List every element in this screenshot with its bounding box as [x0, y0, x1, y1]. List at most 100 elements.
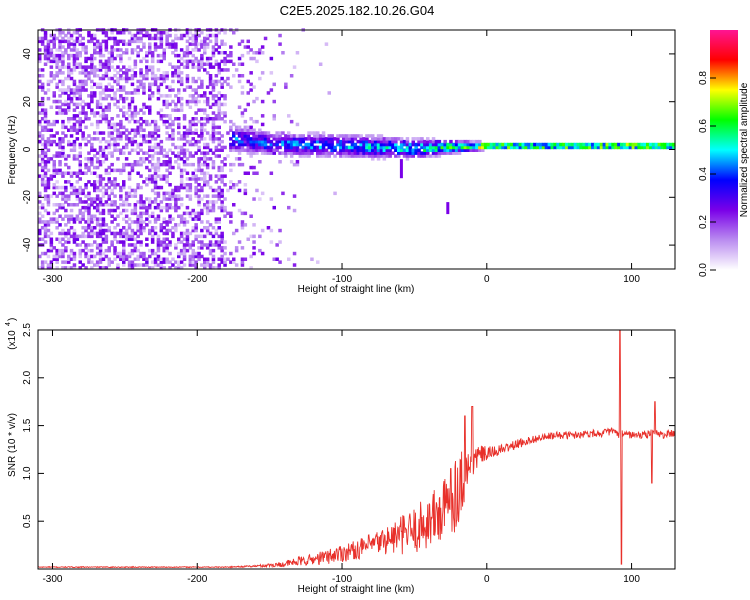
spectrogram-cell	[119, 197, 123, 201]
spectrogram-cell	[414, 148, 418, 152]
spectrogram-cell	[512, 145, 517, 150]
spectrogram-cell	[116, 263, 120, 267]
spectrogram-cell	[165, 71, 169, 75]
spectrogram-cell	[104, 62, 109, 66]
spectrogram-cell	[156, 45, 161, 49]
spectrogram-cell	[260, 99, 265, 104]
spectrogram-cell	[148, 122, 152, 127]
spectrogram-cell	[165, 160, 169, 164]
spectrogram-cell	[426, 148, 430, 152]
spectrogram-cell	[217, 51, 221, 55]
spectrogram-cell	[67, 214, 71, 218]
spectrogram-cell	[229, 162, 233, 167]
spectrogram-cell	[156, 96, 161, 101]
spectrogram-cell	[133, 211, 138, 216]
spectrogram-cell	[130, 237, 135, 241]
spectrogram-cell	[197, 94, 201, 98]
spectrogram-cell	[200, 162, 204, 167]
spectrogram-cell	[122, 263, 126, 267]
spectrogram-cell	[234, 263, 239, 267]
spectrogram-cell	[107, 151, 111, 155]
spectrogram-cell	[127, 68, 132, 72]
spectrogram-cell	[414, 142, 418, 147]
spectrogram-cell	[316, 260, 320, 264]
spectrogram-cell	[344, 154, 349, 158]
spectrogram-cell	[368, 148, 372, 152]
spectrogram-cell	[168, 33, 172, 38]
spectrogram-cell	[512, 142, 517, 147]
spectrogram-cell	[203, 142, 207, 147]
spectrogram-cell	[194, 36, 198, 41]
spectrogram-cell	[316, 154, 320, 158]
spectrogram-cell	[191, 263, 195, 267]
spectrogram-cell	[197, 203, 201, 207]
spectrogram-cell	[40, 39, 45, 44]
spectrogram-cell	[431, 137, 436, 141]
spectrogram-cell	[342, 137, 346, 141]
spectrogram-cell	[295, 137, 300, 141]
spectrogram-cell	[165, 105, 169, 109]
spectrogram-cell	[150, 237, 155, 241]
spectrogram-cell	[263, 148, 268, 152]
spectrogram-cell	[240, 260, 245, 264]
spectrogram-cell	[208, 157, 213, 161]
spectrogram-cell	[272, 205, 276, 210]
spectrogram-cell	[93, 131, 97, 135]
spectrogram-cell	[229, 220, 233, 224]
spectrogram-cell	[246, 139, 250, 144]
spectrogram-cell	[130, 36, 135, 41]
spectrogram-cell	[116, 266, 120, 270]
spectrogram-cell	[203, 51, 207, 55]
spectrogram-cell	[98, 197, 103, 201]
spectrogram-cell	[40, 137, 45, 141]
spectrogram-cell	[95, 217, 100, 221]
spectrogram-cell	[188, 177, 193, 181]
spectrogram-cell	[203, 243, 207, 247]
spectrogram-cell	[78, 154, 82, 158]
spectrogram-cell	[330, 151, 334, 155]
spectrogram-cell	[61, 125, 65, 130]
spectrogram-cell	[136, 51, 140, 55]
spectrogram-cell	[171, 79, 175, 84]
spectrogram-cell	[171, 131, 175, 135]
spectrogram-cell	[211, 203, 216, 207]
spectrogram-cell	[148, 108, 152, 112]
spectrogram-cell	[84, 157, 88, 161]
spectrogram-cell	[426, 137, 430, 141]
spectrogram-cell	[40, 36, 45, 41]
spectrogram-cell	[544, 145, 549, 150]
spectrogram-cell	[78, 42, 82, 46]
spectrogram-cell	[211, 208, 216, 213]
spectrogram-cell	[75, 171, 80, 175]
spectrogram-cell	[220, 134, 224, 138]
spectrogram-cell	[72, 191, 77, 196]
spectrogram-cell	[52, 154, 56, 158]
spectrogram-cell	[165, 208, 169, 213]
spectrogram-cell	[289, 119, 294, 124]
spectrogram-cell	[150, 59, 155, 64]
spectrogram-cell	[93, 188, 97, 193]
spectrogram-cell	[165, 205, 169, 210]
spectrogram-cell	[214, 33, 219, 38]
spectrogram-cell	[249, 139, 253, 144]
spectrogram-cell	[78, 33, 82, 38]
spectrogram-cell	[46, 88, 51, 92]
spectrogram-cell	[78, 251, 82, 256]
x-tick-label: 100	[623, 274, 640, 285]
spectrogram-cell	[252, 134, 256, 138]
spectrogram-cell	[246, 134, 250, 138]
spectrogram-cell	[113, 177, 117, 181]
spectrogram-cell	[211, 119, 216, 124]
spectrogram-cell	[61, 62, 65, 66]
spectrogram-cell	[153, 263, 158, 267]
spectrogram-cell	[124, 191, 129, 196]
spectrogram-cell	[78, 91, 82, 95]
spectrogram-cell	[87, 231, 91, 236]
spectrogram-cell	[217, 91, 221, 95]
spectrogram-cell	[307, 134, 311, 138]
spectrogram-cell	[194, 191, 198, 196]
spectrogram-cell	[200, 228, 204, 233]
spectrogram-cell	[168, 88, 172, 92]
spectrogram-cell	[405, 148, 410, 152]
spectrogram-cell	[98, 51, 103, 55]
